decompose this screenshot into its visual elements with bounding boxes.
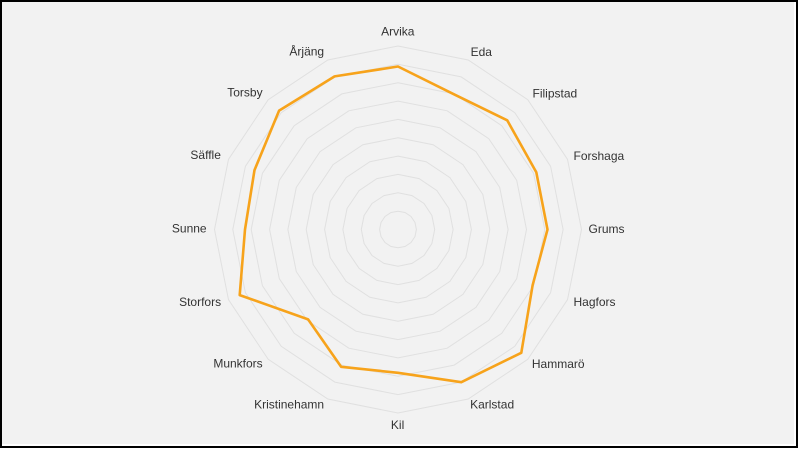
svg-text:Arvika: Arvika — [381, 25, 415, 39]
svg-text:Kil: Kil — [391, 418, 404, 432]
svg-text:Hagfors: Hagfors — [574, 295, 616, 309]
svg-text:Forshaga: Forshaga — [574, 149, 625, 163]
svg-text:Munkfors: Munkfors — [213, 356, 262, 370]
svg-text:Säffle: Säffle — [190, 148, 221, 162]
svg-text:Grums: Grums — [589, 222, 625, 236]
svg-text:Filipstad: Filipstad — [533, 87, 578, 101]
svg-text:Karlstad: Karlstad — [470, 398, 514, 412]
svg-text:Torsby: Torsby — [227, 86, 262, 100]
svg-text:Sunne: Sunne — [172, 222, 207, 236]
svg-text:Årjäng: Årjäng — [289, 44, 324, 59]
svg-text:Storfors: Storfors — [179, 295, 221, 309]
svg-text:Kristinehamn: Kristinehamn — [254, 398, 324, 412]
svg-text:Eda: Eda — [471, 45, 493, 59]
svg-text:Hammarö: Hammarö — [532, 357, 585, 371]
